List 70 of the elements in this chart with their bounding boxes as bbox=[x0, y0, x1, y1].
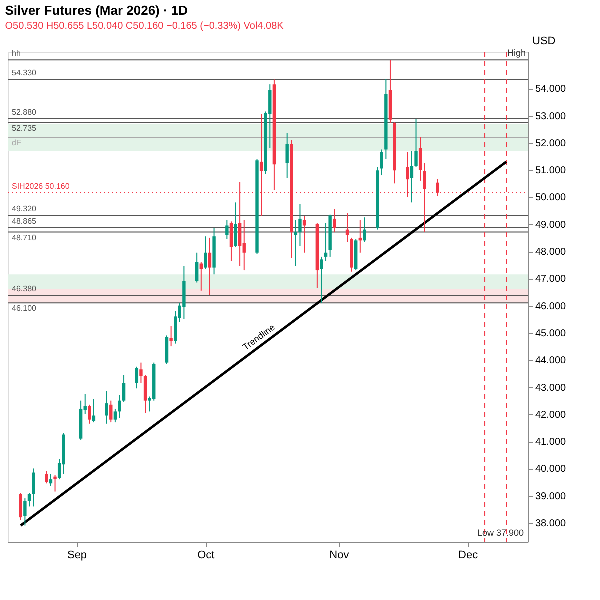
y-tick-label: 45.000 bbox=[536, 328, 567, 340]
y-tick-label: 43.000 bbox=[536, 382, 567, 394]
y-tick-label: 47.000 bbox=[536, 274, 567, 286]
annotation: High bbox=[507, 48, 526, 58]
ref-line-label: dF bbox=[12, 138, 22, 148]
candlestick bbox=[32, 468, 36, 508]
y-tick-label: 54.000 bbox=[536, 84, 567, 96]
candlestick bbox=[298, 204, 302, 247]
y-tick-label: 39.000 bbox=[536, 491, 567, 502]
candlestick bbox=[28, 492, 32, 508]
chart-subtitle: O50.530 H50.655 L50.040 C50.160 −0.165 (−0.33%) Vol4.08K bbox=[5, 21, 284, 32]
candlestick bbox=[140, 362, 143, 384]
candlestick bbox=[24, 498, 27, 526]
ref-line-label: 48.865 bbox=[12, 217, 38, 226]
ref-line-label: 54.330 bbox=[12, 68, 38, 78]
y-tick-label: 44.000 bbox=[536, 356, 567, 367]
y-tick-label: 52.000 bbox=[536, 138, 567, 150]
candlestick bbox=[88, 404, 92, 424]
y-tick-label: 38.000 bbox=[536, 518, 567, 530]
candlestick bbox=[363, 217, 366, 243]
candlestick bbox=[234, 202, 238, 248]
candlestick bbox=[105, 390, 108, 424]
annotation: Low 37.900 bbox=[477, 528, 524, 538]
candlestick bbox=[195, 252, 199, 284]
x-tick-label: Oct bbox=[198, 550, 215, 562]
candlestick bbox=[170, 326, 173, 348]
candlestick bbox=[118, 394, 122, 419]
ref-line-label: 52.880 bbox=[12, 108, 38, 118]
candlestick bbox=[19, 492, 22, 521]
candlestick bbox=[208, 237, 212, 296]
x-tick-label: Nov bbox=[330, 550, 350, 562]
candlestick bbox=[200, 262, 203, 292]
candlestick bbox=[110, 400, 113, 424]
candlestick bbox=[54, 474, 57, 492]
candlestick bbox=[380, 149, 384, 176]
y-tick-label: 49.000 bbox=[536, 220, 567, 231]
ref-line-label: 48.710 bbox=[12, 233, 38, 242]
y-tick-label: 46.000 bbox=[536, 301, 567, 312]
ref-line-label: 52.735 bbox=[12, 124, 38, 133]
candlestick bbox=[414, 118, 418, 168]
ref-line-label: 46.380 bbox=[12, 284, 38, 294]
y-tick-label: 40.000 bbox=[536, 464, 567, 476]
y-tick-label: 48.000 bbox=[536, 247, 567, 258]
candlestick bbox=[242, 220, 246, 272]
candlestick bbox=[226, 220, 229, 240]
candlestick bbox=[410, 150, 414, 204]
candlestick bbox=[286, 132, 289, 179]
candlestick bbox=[418, 137, 422, 182]
chart-title: Silver Futures (Mar 2026) · 1D bbox=[5, 3, 188, 18]
ref-line-label: hh bbox=[12, 49, 21, 58]
candlestick bbox=[49, 474, 53, 487]
candlestick bbox=[324, 222, 328, 262]
y-axis-title: USD bbox=[532, 36, 556, 48]
y-tick-label: 53.000 bbox=[536, 111, 567, 122]
ref-line-label: 46.100 bbox=[12, 304, 38, 314]
y-tick-label: 51.000 bbox=[536, 166, 567, 177]
y-tick-label: 42.000 bbox=[536, 410, 567, 421]
x-tick-label: Dec bbox=[458, 550, 479, 562]
y-tick-label: 50.000 bbox=[536, 192, 567, 204]
candlestick bbox=[333, 208, 336, 234]
candlestick bbox=[135, 366, 139, 390]
candlestick bbox=[320, 256, 324, 304]
candlestick bbox=[114, 408, 118, 424]
ref-line-label: SIH2026 50.160 bbox=[12, 182, 70, 191]
candlestick bbox=[45, 470, 48, 484]
y-tick-label: 41.000 bbox=[536, 437, 567, 448]
candlestick bbox=[122, 374, 126, 403]
ref-line-label: 49.320 bbox=[12, 204, 38, 214]
candlestick bbox=[204, 236, 208, 270]
x-tick-label: Sep bbox=[67, 550, 88, 562]
